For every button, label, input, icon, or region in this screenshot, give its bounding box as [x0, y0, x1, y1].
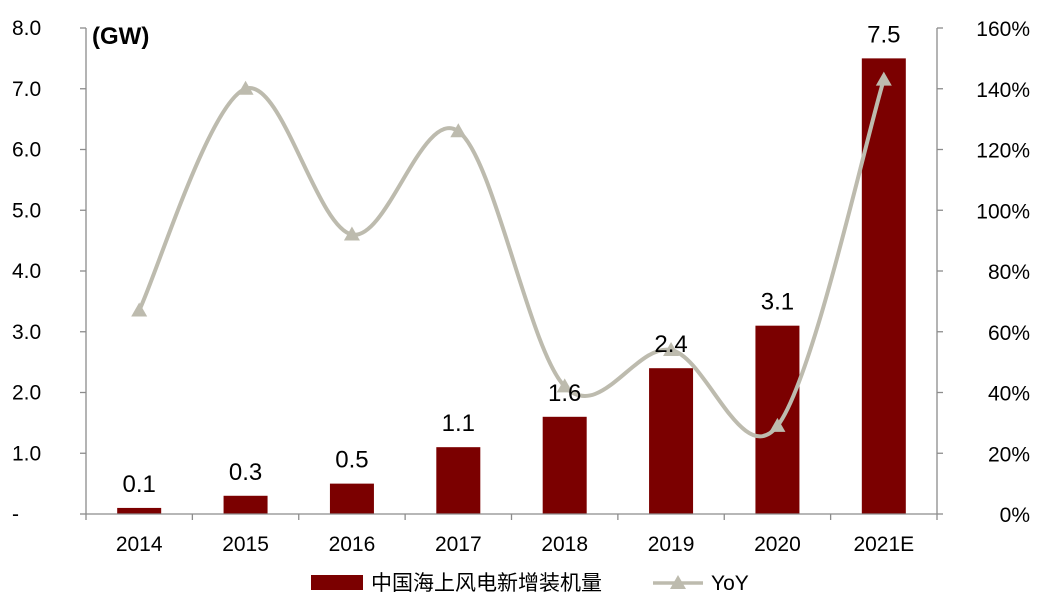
bar-series: [117, 58, 906, 514]
right-tick-label: 120%: [976, 140, 1030, 163]
x-tick-label: 2017: [435, 533, 482, 556]
right-axis-ticks: 0% 20% 40% 60% 80% 100% 120% 140% 160%: [976, 18, 1030, 527]
right-tick-label: 140%: [976, 79, 1030, 102]
x-tick-label: 2014: [116, 533, 163, 556]
bar-2015: [223, 495, 268, 514]
left-tick-label: 1.0: [12, 442, 41, 465]
yoy-marker-2018: [556, 378, 573, 393]
x-tick-label: 2015: [222, 533, 269, 556]
legend-line-label: YoY: [711, 572, 749, 595]
legend-bar-swatch: [311, 575, 363, 590]
x-tick-label: 2020: [754, 533, 801, 556]
bar-data-labels: 0.1 0.3 0.5 1.1 1.6 2.4 3.1 7.5: [123, 21, 901, 498]
bar-label-2017: 1.1: [442, 410, 475, 437]
left-tick-label: 8.0: [12, 17, 41, 40]
right-tick-label: 160%: [976, 18, 1030, 41]
bar-label-2015: 0.3: [229, 459, 262, 486]
left-tick-label: 3.0: [12, 321, 41, 344]
yoy-series: [131, 71, 892, 439]
yoy-marker-2019: [663, 341, 680, 356]
unit-label: (GW): [92, 23, 149, 50]
left-tick-label: 5.0: [12, 199, 41, 222]
right-tick-label: 100%: [976, 200, 1030, 223]
x-tick-label: 2019: [648, 533, 695, 556]
legend: 中国海上风电新增装机量 YoY: [311, 572, 749, 595]
left-axis-ticks: - 1.0 2.0 3.0 4.0 5.0 6.0 7.0 8.0: [12, 17, 41, 526]
yoy-marker-2016: [343, 226, 360, 241]
yoy-marker-2020: [769, 417, 786, 432]
yoy-marker-2017: [450, 123, 467, 138]
x-tick-label: 2018: [541, 533, 588, 556]
left-tick-label: 6.0: [12, 139, 41, 162]
yoy-marker-2021E: [875, 71, 892, 86]
x-axis-ticks: 2014 2015 2016 2017 2018 2019 2020 2021E: [116, 533, 914, 556]
bar-label-2016: 0.5: [335, 447, 368, 474]
bar-2016: [329, 483, 374, 514]
left-tick-label: 4.0: [12, 260, 41, 283]
right-tick-label: 60%: [988, 322, 1030, 345]
left-tick-label: 7.0: [12, 78, 41, 101]
axes: [80, 27, 943, 520]
right-tick-label: 0%: [1000, 504, 1030, 527]
bar-2021E: [861, 58, 906, 514]
right-tick-label: 40%: [988, 383, 1030, 406]
bar-label-2018: 1.6: [548, 380, 581, 407]
left-tick-label: 2.0: [12, 382, 41, 405]
right-tick-label: 20%: [988, 443, 1030, 466]
legend-triangle-marker: [670, 575, 686, 589]
bar-label-2014: 0.1: [123, 471, 156, 498]
legend-bar-label: 中国海上风电新增装机量: [371, 572, 602, 595]
bar-2018: [542, 416, 587, 514]
bar-label-2021E: 7.5: [867, 21, 900, 48]
yoy-marker-2015: [237, 80, 254, 95]
x-tick-label: 2021E: [853, 533, 914, 556]
bar-2014: [117, 507, 162, 514]
bar-2019: [649, 368, 694, 514]
x-tick-label: 2016: [329, 533, 376, 556]
yoy-marker-2014: [131, 302, 148, 317]
right-tick-label: 80%: [988, 261, 1030, 284]
bar-label-2019: 2.4: [654, 331, 687, 358]
bar-2017: [436, 447, 481, 514]
left-tick-label: -: [12, 503, 19, 526]
bar-label-2020: 3.1: [761, 289, 794, 316]
